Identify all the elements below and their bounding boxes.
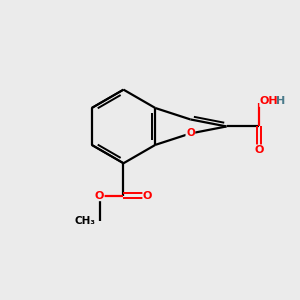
Text: OH: OH xyxy=(260,96,278,106)
Text: O: O xyxy=(143,190,152,201)
Text: O: O xyxy=(95,190,104,201)
Text: O: O xyxy=(186,128,195,139)
Text: O: O xyxy=(255,145,264,155)
Text: H: H xyxy=(276,96,286,106)
Text: CH₃: CH₃ xyxy=(74,216,95,226)
